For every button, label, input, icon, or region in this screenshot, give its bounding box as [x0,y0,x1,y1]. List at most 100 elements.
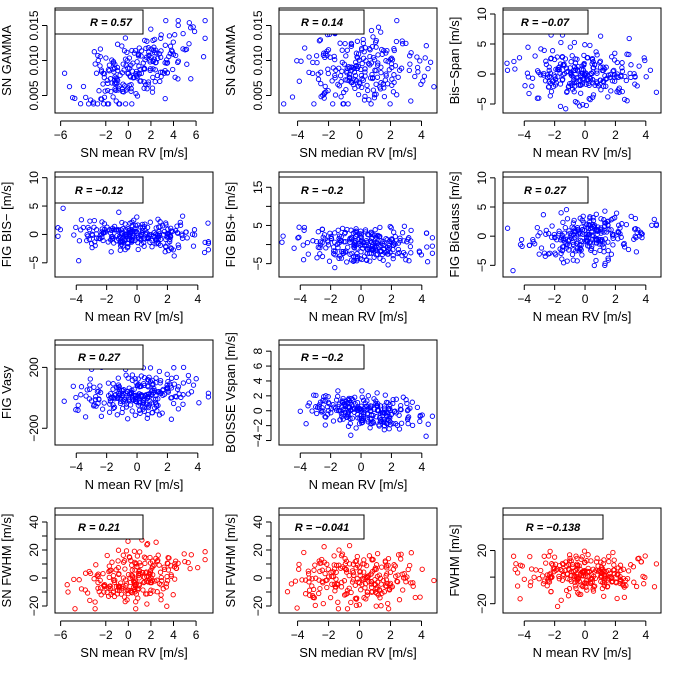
data-point [313,392,319,399]
data-point [116,583,122,589]
data-point [157,380,163,386]
data-point [587,96,593,103]
data-point [612,50,618,56]
data-point [567,230,573,237]
data-point [567,576,573,583]
data-point [359,84,365,91]
data-point [336,547,342,553]
data-point [141,380,147,387]
data-point [168,395,174,401]
data-point [170,400,177,407]
data-point [558,210,564,216]
data-point [76,258,82,264]
data-point [174,386,181,392]
data-point [309,583,315,589]
data-point [415,69,421,75]
data-point [604,583,611,589]
data-point [383,235,389,242]
data-point [531,574,537,580]
data-point [609,54,615,60]
data-point [144,86,150,92]
data-point [343,86,349,93]
plot-frame [54,339,214,446]
data-point [570,241,576,248]
data-point [344,65,350,71]
data-point [591,61,598,68]
data-point [284,589,291,595]
data-point [617,580,623,587]
x-tick-label: 2 [387,628,394,642]
data-point [548,88,555,95]
data-points [61,17,208,107]
data-point [142,227,148,234]
data-point [547,93,553,99]
data-point [154,72,161,79]
x-tick-label: 2 [387,128,394,142]
data-point [279,239,285,245]
data-point [309,592,316,599]
plot-frame [54,7,214,114]
data-point [129,567,135,573]
data-point [412,73,418,80]
data-point [618,567,624,573]
data-point [145,79,152,85]
data-point [389,237,396,243]
data-point [80,83,87,90]
data-point [168,416,175,422]
data-point [623,577,629,584]
data-point [101,229,107,235]
data-point [122,566,128,572]
data-point [391,562,397,568]
data-point [597,247,603,254]
data-point [123,372,129,378]
data-point [187,565,193,572]
data-point [380,238,386,245]
data-point [584,587,590,593]
data-point [92,606,98,612]
data-point [315,229,321,235]
data-point [281,101,287,107]
data-point [594,52,600,58]
data-point [104,87,111,94]
data-point [511,58,517,65]
data-point [164,386,171,392]
data-point [382,410,388,417]
data-point [320,397,326,403]
data-point [373,562,380,568]
x-tick-label: 0 [582,292,589,306]
data-point [414,404,421,411]
data-point [150,37,156,44]
data-point [100,570,106,577]
data-point [362,229,369,235]
data-point [374,573,381,580]
data-point [296,561,302,568]
y-tick-label: −2 [251,418,265,432]
data-point [639,234,645,241]
y-tick-label: −5 [475,97,489,111]
data-point [157,569,164,575]
data-point [422,55,428,61]
correlation-box [502,9,589,35]
x-axis-title: N mean RV [m/s] [533,645,632,660]
data-point [171,253,177,259]
data-point [321,91,327,97]
data-point [605,94,611,100]
data-point [164,69,171,76]
data-point [86,396,93,402]
data-point [333,576,339,582]
data-point [61,70,68,76]
data-point [87,597,93,604]
correlation-label: R = −0.12 [75,185,123,197]
correlation-box [54,176,144,204]
data-point [299,577,305,583]
data-point [114,41,121,47]
data-point [345,409,352,415]
data-point [416,249,423,255]
data-point [532,53,538,59]
y-tick-label: 40 [27,515,41,529]
data-point [628,74,634,81]
data-point [359,409,365,415]
correlation-label: R = 0.57 [90,17,133,29]
data-point [348,41,355,48]
data-point [129,573,136,579]
